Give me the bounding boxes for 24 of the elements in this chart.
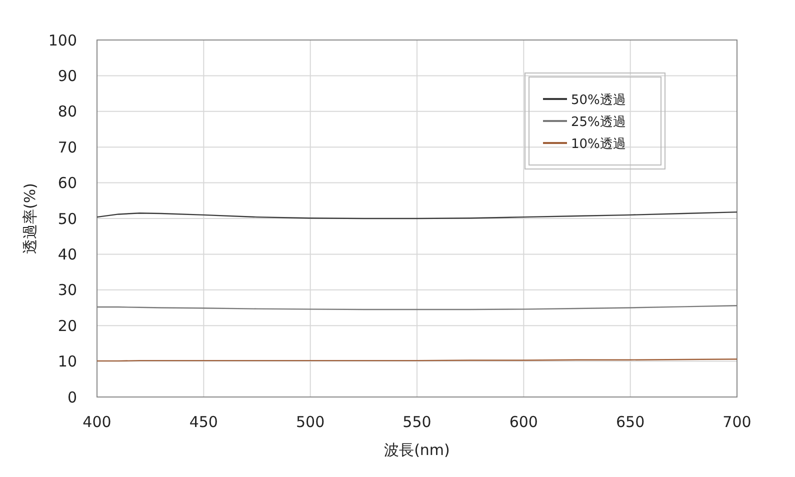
y-tick-label: 30: [58, 281, 77, 300]
x-tick-label: 450: [189, 413, 218, 431]
legend-label: 50%透過: [571, 93, 626, 108]
y-tick-label: 10: [58, 352, 77, 371]
line-series: [96, 211, 738, 220]
y-tick-label: 100: [48, 31, 77, 50]
y-tick-label: 50: [58, 210, 77, 228]
y-tick-label: 0: [67, 388, 77, 406]
y-tick-label: 60: [58, 174, 77, 192]
y-axis-title: 透過率(%): [21, 183, 39, 254]
x-tick-label: 600: [509, 413, 538, 431]
x-tick-label: 400: [82, 413, 112, 431]
y-tick-label: 70: [58, 138, 77, 156]
x-axis-title: 波長(nm): [384, 441, 450, 459]
x-tick-label: 700: [722, 413, 752, 431]
x-tick-label: 650: [616, 413, 645, 431]
legend-label: 25%透過: [571, 115, 626, 130]
y-tick-label: 90: [58, 66, 77, 85]
x-tick-label: 500: [296, 413, 325, 431]
y-tick-label: 40: [58, 245, 77, 264]
y-tick-label: 80: [58, 102, 77, 121]
legend-label: 10%透過: [571, 137, 626, 152]
y-tick-label: 20: [58, 316, 77, 335]
x-tick-label: 550: [402, 413, 432, 431]
